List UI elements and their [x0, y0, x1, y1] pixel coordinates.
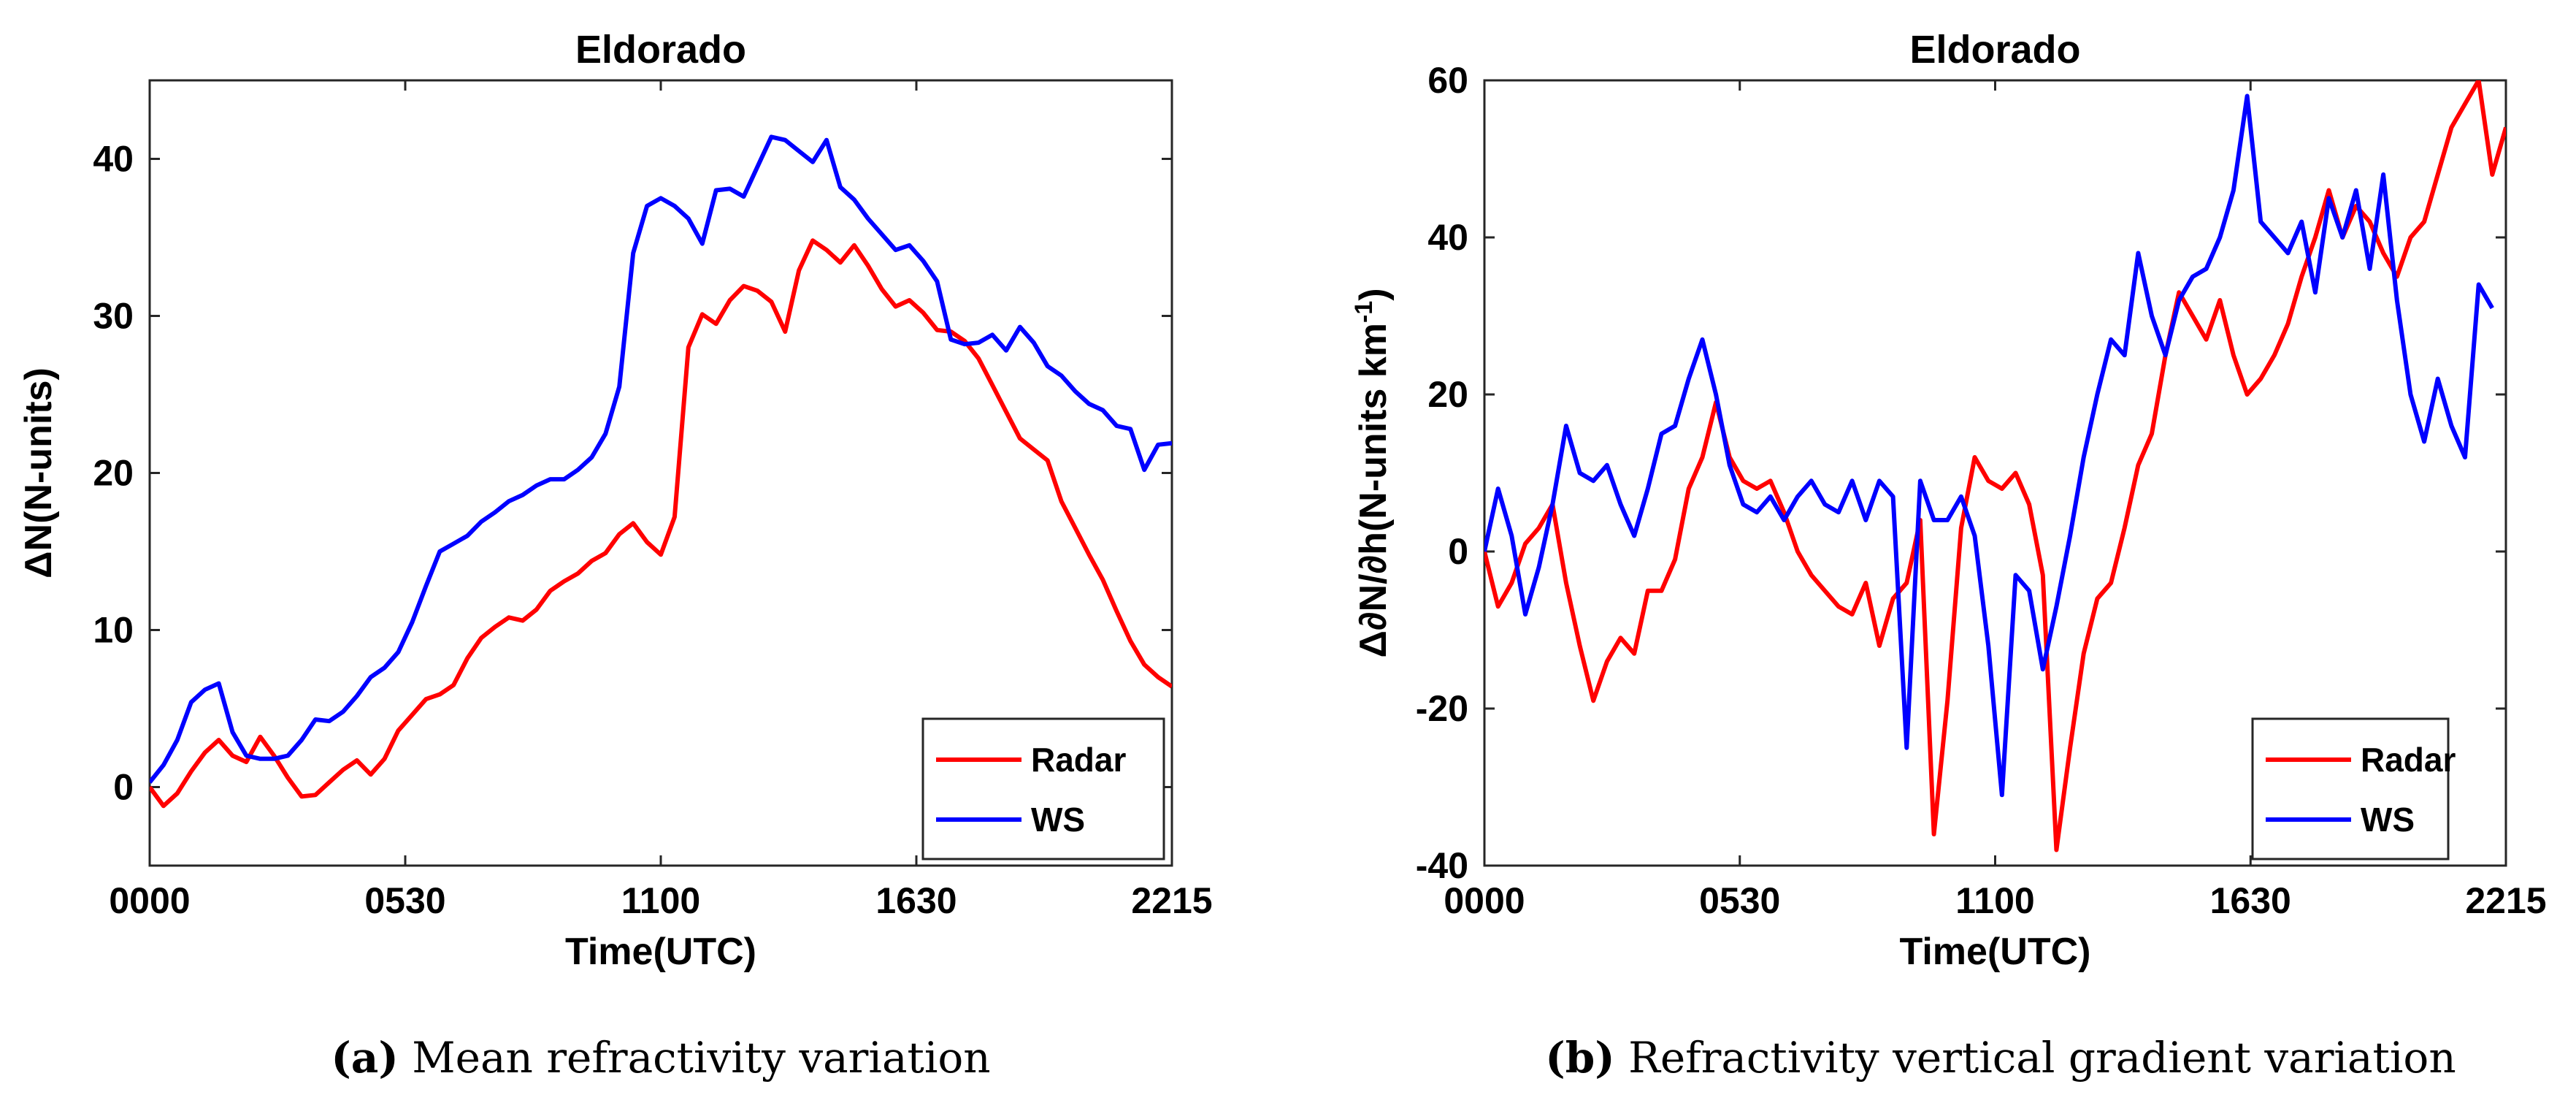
x-tick-label: 1100 — [621, 880, 700, 921]
legend-label-radar: Radar — [1031, 741, 1126, 779]
chart-panel-a: 0 10 20 30 40 0000 0530 1100 1630 2215 Eldorado Tim… — [18, 28, 1213, 1083]
y-tick-label: 20 — [93, 453, 134, 494]
y-axis-label-sup: -1 — [1350, 301, 1378, 323]
x-tick-label: 1100 — [1955, 880, 2034, 921]
y-tick-label: -40 — [1416, 845, 1468, 886]
x-axis-label: Time(UTC) — [565, 931, 756, 973]
y-tick-label: -20 — [1416, 688, 1468, 729]
y-tick-label: 20 — [1427, 374, 1468, 415]
y-tick-label: 40 — [1427, 217, 1468, 258]
legend-label-ws: WS — [1031, 801, 1085, 839]
x-tick-label: 0000 — [1444, 880, 1525, 921]
x-axis-label: Time(UTC) — [1900, 931, 2091, 973]
series-line-radar — [150, 238, 1172, 809]
y-axis-label-main: ΔN(N-units) — [18, 367, 60, 579]
y-tick-label: 60 — [1427, 60, 1468, 101]
caption-text: Refractivity vertical gradient variation — [1615, 1033, 2456, 1083]
y-tick-label: 40 — [93, 139, 134, 180]
y-axis-label-main: Δ∂N/∂h(N-units km — [1352, 323, 1395, 658]
x-tick-label: 0530 — [1699, 880, 1780, 921]
x-tick-label: 2215 — [2465, 880, 2546, 921]
caption-text: Mean refractivity variation — [399, 1033, 991, 1083]
x-tick-label: 0000 — [109, 880, 190, 921]
y-tick-label: 30 — [93, 296, 134, 337]
x-tick-label: 1630 — [875, 880, 957, 921]
chart-title: Eldorado — [575, 28, 746, 72]
y-axis-label-end: ) — [1352, 288, 1395, 300]
y-axis-label: Δ∂N/∂h(N-units km-1) — [1350, 288, 1395, 657]
legend-label-ws: WS — [2361, 801, 2415, 839]
x-tick-label: 2215 — [1131, 880, 1212, 921]
figure-caption: (a) Mean refractivity variation — [331, 1033, 990, 1083]
caption-tag: (a) — [331, 1033, 398, 1083]
chart-panel-b: -40 -20 0 20 40 60 0000 0530 1100 1630 2215 Eldorad… — [1350, 28, 2547, 1083]
chart-title: Eldorado — [1909, 28, 2080, 72]
series-line-ws — [1484, 93, 2494, 798]
series-line-ws — [150, 134, 1172, 784]
legend-box — [2251, 717, 2450, 860]
x-tick-label: 0530 — [364, 880, 445, 921]
caption-tag: (b) — [1545, 1033, 1614, 1083]
legend-box — [921, 717, 1165, 860]
y-tick-label: 10 — [93, 610, 134, 651]
figure-caption: (b) Refractivity vertical gradient varia… — [1545, 1033, 2456, 1083]
y-tick-label: 0 — [113, 767, 134, 808]
y-tick-label: 0 — [1448, 531, 1468, 572]
x-tick-label: 1630 — [2210, 880, 2291, 921]
y-axis-label: ΔN(N-units) — [18, 367, 60, 579]
legend-label-radar: Radar — [2361, 741, 2456, 779]
